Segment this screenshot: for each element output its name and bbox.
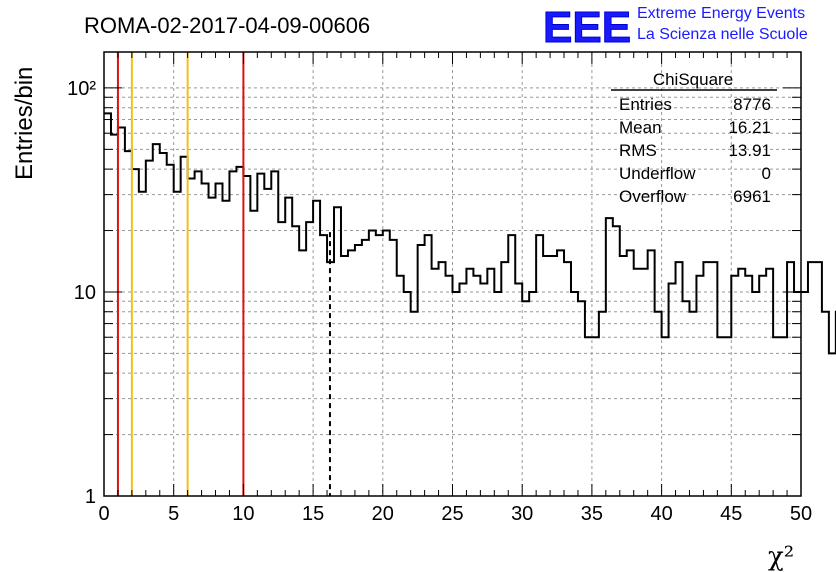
- stats-box-title: ChiSquare: [653, 70, 733, 89]
- y-tick-label: 10²: [67, 78, 96, 100]
- logo-line-extreme-energy-events: Extreme Energy Events: [637, 5, 805, 22]
- stats-value-rms: 13.91: [728, 141, 771, 160]
- reference-lines: [116, 52, 331, 496]
- stats-value-mean: 16.21: [728, 118, 771, 137]
- stats-value-underflow: 0: [762, 164, 771, 183]
- stats-value-overflow: 6961: [733, 187, 771, 206]
- x-tick-label: 45: [720, 503, 742, 525]
- x-tick-label: 35: [581, 503, 603, 525]
- logo-line-la-scienza: La Scienza nelle Scuole: [637, 26, 808, 43]
- x-tick-label: 10: [232, 503, 254, 525]
- x-tick-label: 0: [98, 503, 109, 525]
- eee-logo: EEE: [543, 3, 631, 52]
- y-tick-label: 10: [74, 282, 96, 304]
- axes: 0 5 10 15 20 25 30 35 40 45 50 1 10 10²: [67, 51, 812, 525]
- x-tick-label: 50: [790, 503, 812, 525]
- stats-box: ChiSquare Entries 8776 Mean 16.21 RMS 13…: [611, 70, 777, 206]
- x-tick-label: 20: [372, 503, 394, 525]
- x-tick-label: 15: [302, 503, 324, 525]
- y-tick-label: 1: [85, 486, 96, 508]
- grid-lines: [104, 52, 801, 496]
- stats-label-entries: Entries: [619, 95, 672, 114]
- y-axis-label: Entries/bin: [11, 67, 38, 180]
- histogram-layer: [104, 112, 836, 355]
- run-title: ROMA-02-2017-04-09-00606: [84, 13, 370, 38]
- stats-label-mean: Mean: [619, 118, 662, 137]
- histogram-steps: [104, 112, 836, 355]
- x-axis-label: χ²: [768, 542, 794, 572]
- x-tick-label: 40: [650, 503, 672, 525]
- stats-label-underflow: Underflow: [619, 164, 696, 183]
- x-tick-label: 30: [511, 503, 533, 525]
- x-tick-label: 25: [441, 503, 463, 525]
- stats-value-entries: 8776: [733, 95, 771, 114]
- stats-label-rms: RMS: [619, 141, 657, 160]
- x-tick-label: 5: [168, 503, 179, 525]
- stats-label-overflow: Overflow: [619, 187, 687, 206]
